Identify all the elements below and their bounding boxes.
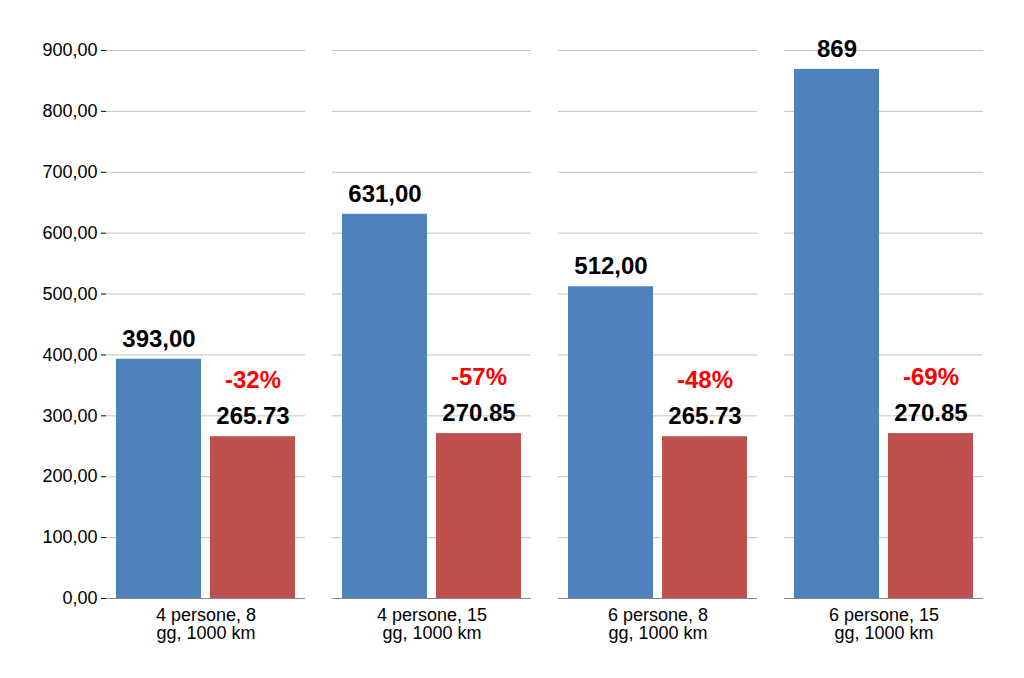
svg-text:500,00: 500,00 <box>42 284 97 304</box>
svg-text:-48%: -48% <box>677 366 733 393</box>
svg-text:6 persone, 15gg, 1000 km: 6 persone, 15gg, 1000 km <box>829 605 939 643</box>
svg-text:869: 869 <box>817 35 857 62</box>
svg-text:265.73: 265.73 <box>216 402 289 429</box>
svg-text:900,00: 900,00 <box>42 40 97 60</box>
svg-text:393,00: 393,00 <box>122 325 195 352</box>
svg-text:631,00: 631,00 <box>348 180 421 207</box>
svg-text:270.85: 270.85 <box>894 399 967 426</box>
svg-text:200,00: 200,00 <box>42 466 97 486</box>
svg-text:6 persone, 8gg, 1000 km: 6 persone, 8gg, 1000 km <box>608 605 708 643</box>
svg-text:265.73: 265.73 <box>668 402 741 429</box>
svg-text:100,00: 100,00 <box>42 527 97 547</box>
svg-text:-57%: -57% <box>451 363 507 390</box>
svg-text:4 persone, 15gg, 1000 km: 4 persone, 15gg, 1000 km <box>377 605 487 643</box>
svg-text:700,00: 700,00 <box>42 162 97 182</box>
svg-text:300,00: 300,00 <box>42 406 97 426</box>
svg-text:512,00: 512,00 <box>574 252 647 279</box>
svg-text:800,00: 800,00 <box>42 101 97 121</box>
svg-text:4 persone, 8gg, 1000 km: 4 persone, 8gg, 1000 km <box>156 605 256 643</box>
svg-text:-32%: -32% <box>225 366 281 393</box>
svg-text:270.85: 270.85 <box>442 399 515 426</box>
svg-text:0,00: 0,00 <box>62 588 97 608</box>
svg-text:-69%: -69% <box>903 363 959 390</box>
svg-text:400,00: 400,00 <box>42 345 97 365</box>
svg-text:600,00: 600,00 <box>42 223 97 243</box>
